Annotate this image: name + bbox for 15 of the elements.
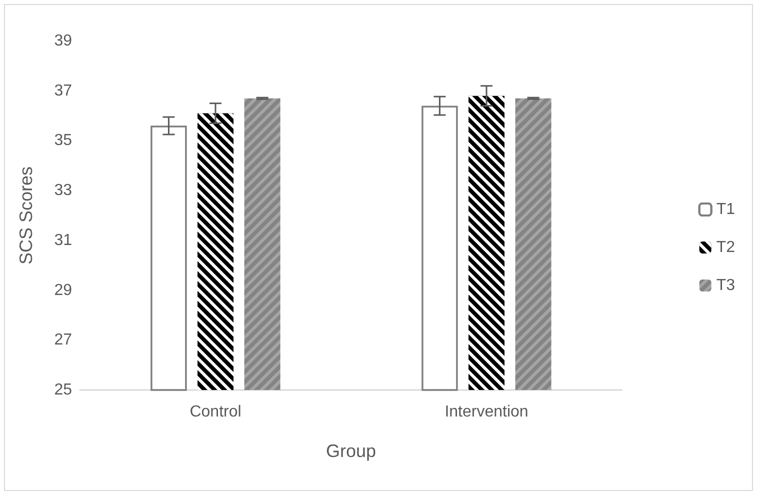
legend-label: T2 — [716, 239, 736, 256]
y-tick-label: 29 — [54, 282, 72, 299]
x-axis-title: Group — [326, 441, 376, 461]
y-axis-title: SCS Scores — [16, 166, 36, 265]
y-tick-label: 37 — [54, 82, 72, 100]
y-tick-label: 31 — [54, 232, 72, 249]
y-tick-label: 27 — [54, 332, 72, 349]
legend-label: T1 — [716, 201, 736, 218]
x-tick-label: Intervention — [444, 404, 528, 420]
x-tick-label: Control — [190, 404, 242, 420]
y-tick-label: 33 — [54, 182, 72, 200]
y-tick-label: 39 — [54, 32, 72, 50]
y-tick-label: 35 — [54, 132, 72, 150]
y-tick-label: 25 — [54, 382, 72, 398]
legend-label: T3 — [716, 277, 736, 294]
